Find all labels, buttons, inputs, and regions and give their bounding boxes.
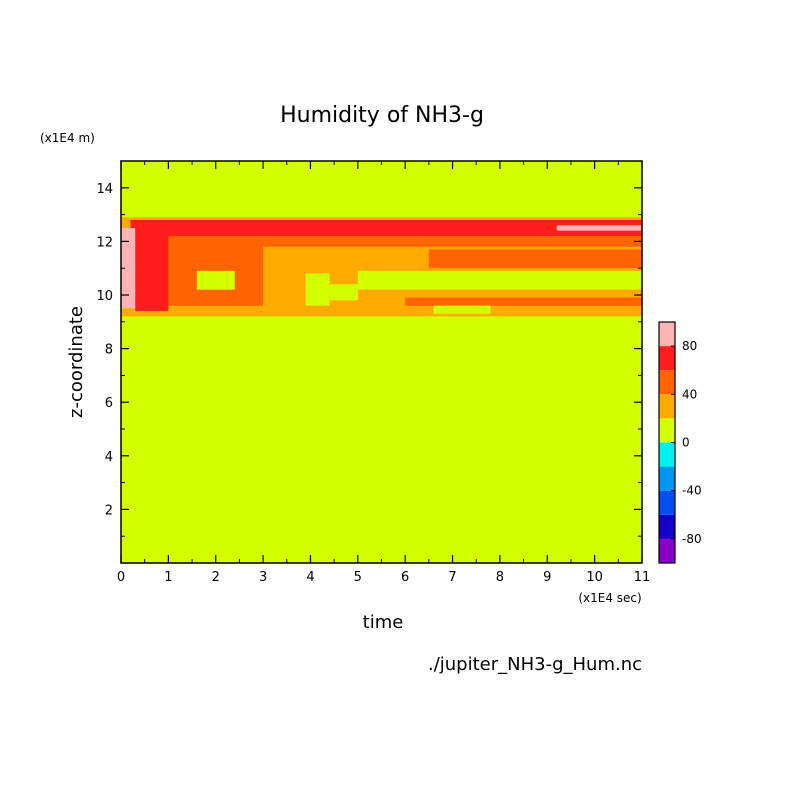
colorbar-segment-4 bbox=[659, 442, 675, 467]
contour-region-11 bbox=[329, 284, 358, 301]
x-tick-label: 8 bbox=[496, 570, 504, 585]
x-tick-label: 11 bbox=[634, 570, 651, 585]
contour-region-4 bbox=[405, 297, 642, 306]
x-tick-label: 9 bbox=[543, 570, 551, 585]
x-axis-label: time bbox=[363, 612, 404, 633]
colorbar-segment-7 bbox=[659, 370, 675, 395]
colorbar-tick-label: 0 bbox=[682, 436, 690, 450]
y-tick-label: 14 bbox=[96, 182, 113, 197]
x-tick-label: 5 bbox=[354, 570, 362, 585]
contour-region-13 bbox=[433, 305, 491, 314]
colorbar-tick-label: 40 bbox=[682, 387, 697, 401]
contour-region-3 bbox=[428, 249, 642, 269]
x-tick-label: 2 bbox=[212, 570, 220, 585]
y-tick-label: 10 bbox=[96, 289, 113, 304]
y-axis-label: z-coordinate bbox=[66, 306, 87, 418]
x-tick-label: 3 bbox=[259, 570, 267, 585]
colorbar-segment-5 bbox=[659, 418, 675, 443]
colorbar-segment-1 bbox=[659, 514, 675, 539]
x-tick-label: 4 bbox=[306, 570, 314, 585]
y-tick-label: 12 bbox=[96, 235, 113, 250]
contour-region-10 bbox=[305, 273, 330, 306]
x-tick-label: 0 bbox=[117, 570, 125, 585]
source-file-label: ./jupiter_NH3-g_Hum.nc bbox=[428, 654, 642, 675]
chart-title: Humidity of NH3-g bbox=[280, 103, 484, 128]
colorbar-segment-2 bbox=[659, 490, 675, 515]
y-tick-label: 4 bbox=[105, 450, 113, 465]
x-tick-label: 6 bbox=[401, 570, 409, 585]
x-unit-label: (x1E4 sec) bbox=[578, 591, 641, 605]
colorbar-tick-label: -80 bbox=[682, 532, 702, 546]
y-tick-label: 8 bbox=[105, 343, 113, 358]
plot-area bbox=[121, 161, 642, 563]
colorbar-tick-label: 80 bbox=[682, 339, 697, 353]
y-unit-label: (x1E4 m) bbox=[40, 131, 95, 145]
contour-region-7 bbox=[121, 228, 136, 309]
colorbar-segment-8 bbox=[659, 346, 675, 371]
colorbar-segment-9 bbox=[659, 322, 675, 347]
colorbar: -80 -40 0 40 80 bbox=[658, 321, 702, 564]
x-tick-label: 7 bbox=[448, 570, 456, 585]
contour-region-9 bbox=[196, 270, 235, 290]
colorbar-tick-label: -40 bbox=[682, 484, 702, 498]
x-tick-label: 1 bbox=[164, 570, 172, 585]
contour-region-8 bbox=[556, 225, 642, 231]
y-tick-label: 6 bbox=[105, 396, 113, 411]
x-tick-label: 10 bbox=[586, 570, 603, 585]
contour-region-5 bbox=[130, 219, 642, 237]
contour-region-6 bbox=[135, 225, 169, 312]
y-tick-label: 2 bbox=[105, 503, 113, 518]
colorbar-segment-6 bbox=[659, 394, 675, 419]
contour-region-12 bbox=[357, 270, 642, 290]
colorbar-segment-3 bbox=[659, 466, 675, 491]
colorbar-segment-0 bbox=[659, 538, 675, 563]
